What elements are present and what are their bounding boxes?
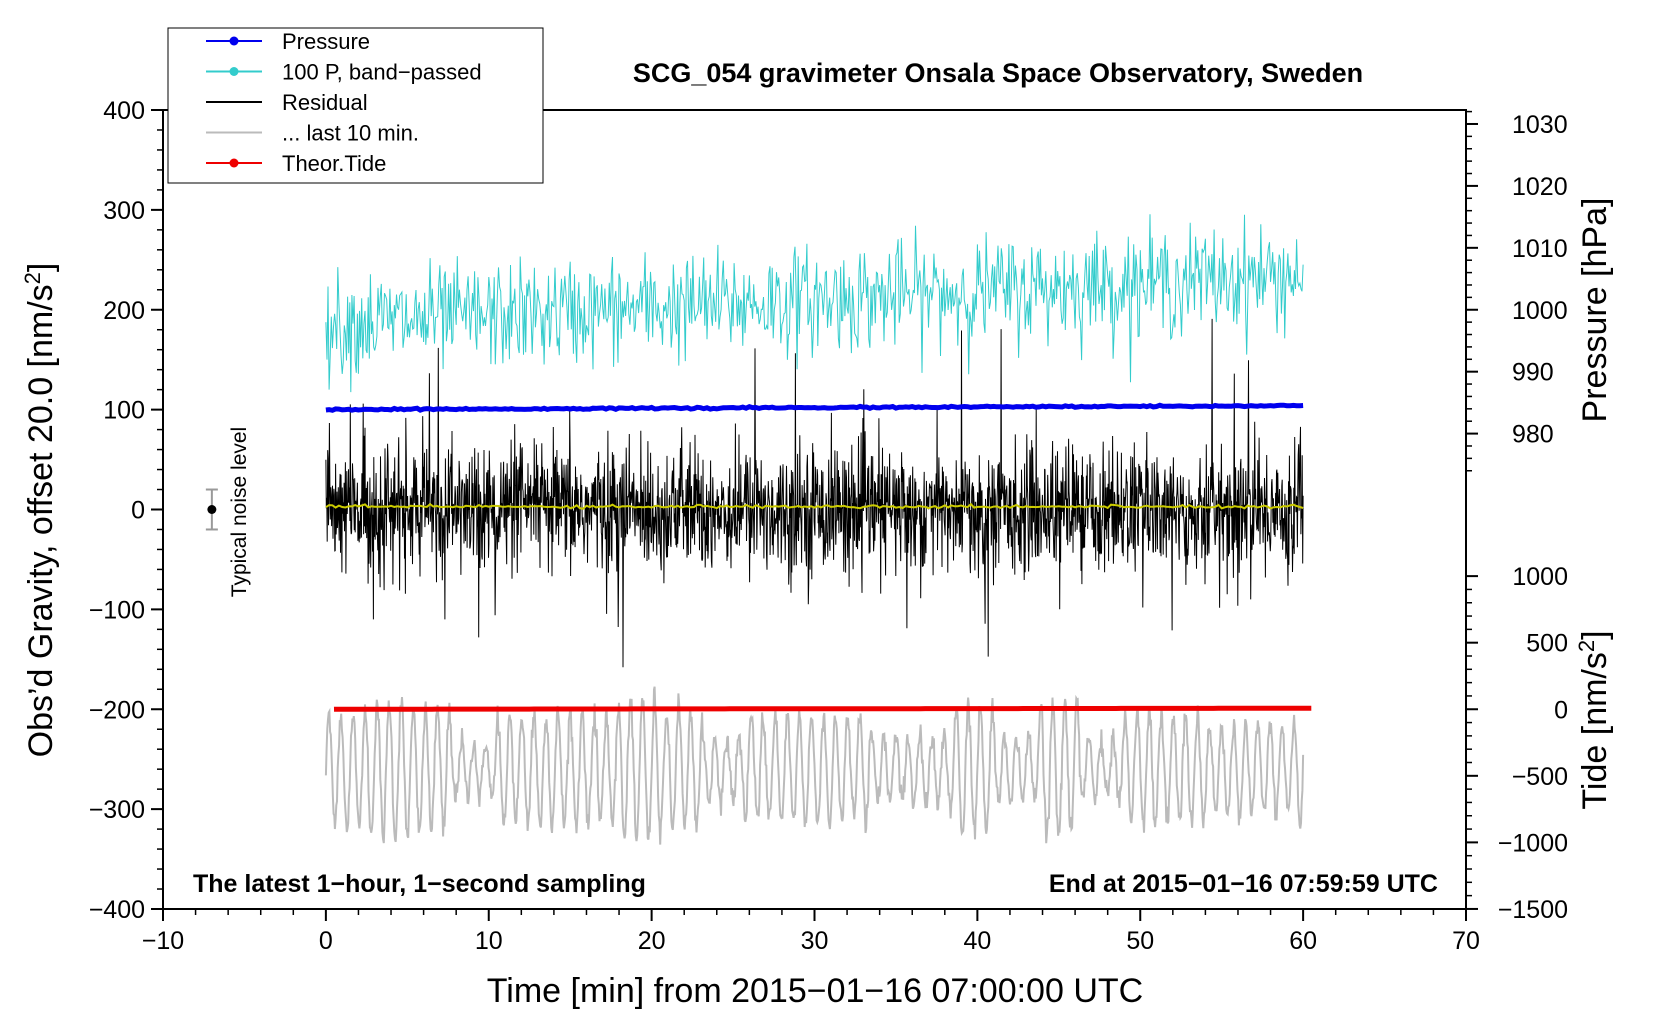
y-axis-tide-title: Tide [nm/s2] <box>1574 630 1614 809</box>
series-band-passed-pressure <box>325 214 1304 393</box>
pressure-tick-label: 1010 <box>1512 235 1568 263</box>
x-tick-label: −10 <box>142 927 184 955</box>
y-left-tick-label: −300 <box>89 796 145 824</box>
pressure-tick-label: 980 <box>1512 421 1554 449</box>
x-tick-label: 30 <box>801 927 829 955</box>
x-tick-label: 10 <box>475 927 503 955</box>
y-left-tick-label: −400 <box>89 896 145 924</box>
annotation-end-time: End at 2015−01−16 07:59:59 UTC <box>1049 870 1438 898</box>
noise-level-label: Typical noise level <box>228 427 251 597</box>
legend-swatch-marker <box>229 36 239 46</box>
tide-tick-label: −1500 <box>1498 896 1568 924</box>
pressure-tick-label: 1030 <box>1512 111 1568 139</box>
y-left-tick-label: 400 <box>103 97 145 125</box>
y-left-tick-label: 100 <box>103 397 145 425</box>
series-theoretical-tide <box>333 705 1312 712</box>
y-left-tick-label: 300 <box>103 197 145 225</box>
legend-swatch-marker <box>229 158 239 168</box>
legend-box <box>167 27 544 184</box>
y-left-title-end: ] <box>22 263 60 272</box>
legend-label: Theor.Tide <box>282 151 386 176</box>
y-left-tick-label: 200 <box>103 297 145 325</box>
legend-swatch-marker <box>229 67 239 76</box>
y-left-tick-label: −200 <box>89 696 145 724</box>
tide-tick-label: −500 <box>1512 763 1568 791</box>
pressure-tick-label: 990 <box>1512 359 1554 387</box>
x-tick-label: 0 <box>319 927 333 955</box>
tide-title-main: Tide [nm/s <box>1576 652 1614 809</box>
tide-title-end: ] <box>1576 630 1614 639</box>
x-tick-label: 60 <box>1289 927 1317 955</box>
x-tick-label: 70 <box>1452 927 1480 955</box>
x-tick-label: 20 <box>638 927 666 955</box>
legend-label: Residual <box>282 90 368 115</box>
y-left-title-sup: 2 <box>20 272 45 284</box>
tide-title-sup: 2 <box>1574 640 1599 652</box>
series-residual <box>325 318 1304 668</box>
chart-title: SCG_054 gravimeter Onsala Space Observat… <box>633 58 1363 88</box>
legend-label: 100 P, band−passed <box>282 60 482 85</box>
series-layer <box>324 214 1312 845</box>
series-residual-mean <box>325 502 1304 510</box>
noise-dot <box>207 505 217 514</box>
axes-layer: −10 0 10 20 30 40 50 60 704003002001000−100−200−… <box>89 97 1568 955</box>
series-last-10-min <box>324 686 1305 845</box>
legend-label: Pressure <box>282 29 370 54</box>
y-axis-left-title: Obs’d Gravity, offset 20.0 [nm/s2] <box>20 263 60 758</box>
tide-tick-label: −1000 <box>1498 829 1568 857</box>
legend-label: ... last 10 min. <box>282 121 419 146</box>
x-tick-label: 40 <box>963 927 991 955</box>
y-axis-pressure-title: Pressure [hPa] <box>1576 198 1614 423</box>
x-tick-label: 50 <box>1126 927 1154 955</box>
annotation-latest-hour: The latest 1−hour, 1−second sampling <box>193 870 646 898</box>
tide-tick-label: 500 <box>1526 630 1568 658</box>
y-left-tick-label: −100 <box>89 596 145 624</box>
y-left-tick-label: 0 <box>131 497 145 525</box>
tide-tick-label: 1000 <box>1512 563 1568 591</box>
x-axis-title: Time [min] from 2015−01−16 07:00:00 UTC <box>487 972 1143 1010</box>
noise-level-indicator: Typical noise level <box>205 427 251 597</box>
pressure-tick-label: 1000 <box>1512 297 1568 325</box>
series-pressure <box>325 402 1304 413</box>
tide-tick-label: 0 <box>1554 696 1568 724</box>
y-left-title-main: Obs’d Gravity, offset 20.0 [nm/s <box>22 284 60 757</box>
legend: Pressure 100 P, band−passed Residual ... la… <box>167 27 544 184</box>
pressure-tick-label: 1020 <box>1512 173 1568 201</box>
